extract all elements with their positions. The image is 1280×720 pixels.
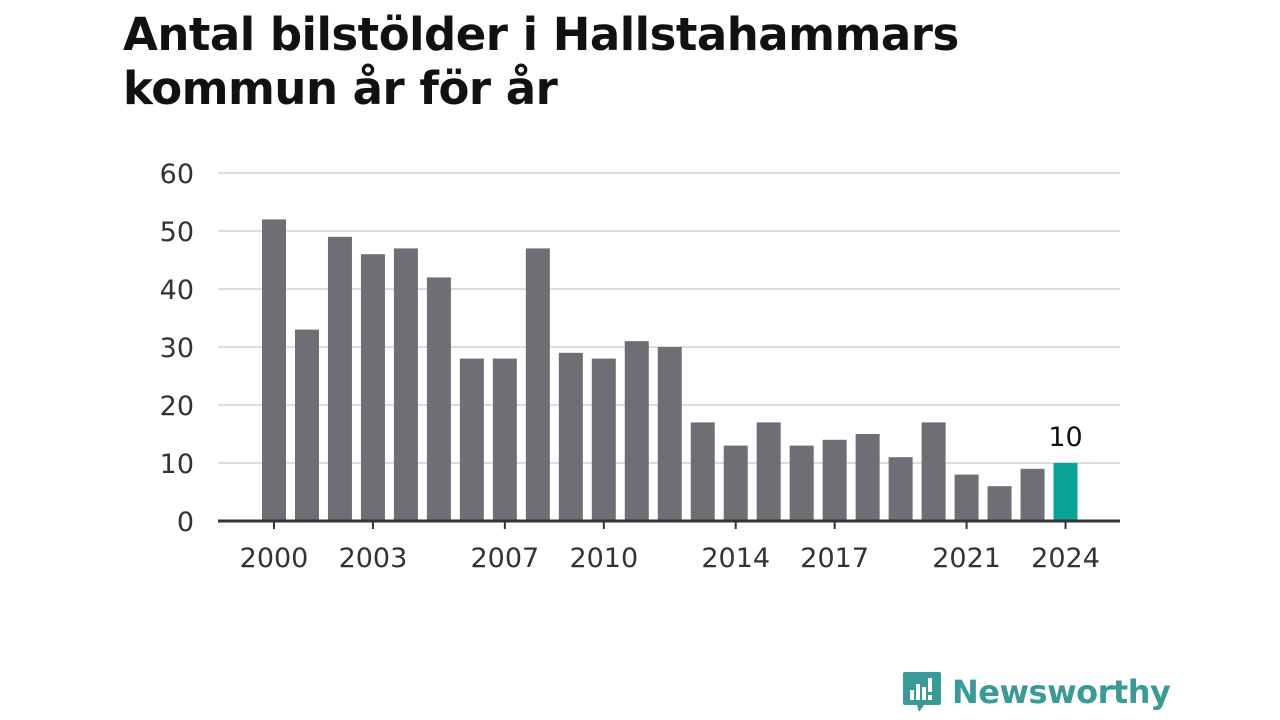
y-tick-label: 50 [160,217,194,248]
y-tick-label: 30 [160,333,194,364]
bar [525,248,550,521]
x-tick-label: 2021 [932,543,1001,574]
bar-highlight [1053,463,1078,521]
x-tick-label: 2000 [240,543,309,574]
bar [723,445,748,521]
bar [888,457,913,521]
x-tick-label: 2010 [569,543,638,574]
x-tick-label: 2007 [471,543,540,574]
newsworthy-logo-icon [903,672,941,712]
x-tick-label: 2014 [701,543,770,574]
data-label: 10 [1048,422,1082,453]
bar [657,347,682,521]
bar [756,422,781,521]
chart-title-line-1: Antal bilstölder i Hallstahammars [123,8,959,61]
bar [921,422,946,521]
y-tick-label: 40 [160,275,194,306]
bar [492,358,517,521]
bar [624,341,649,521]
y-tick-label: 60 [160,159,194,190]
x-tick-label: 2017 [800,543,869,574]
bar [954,474,979,521]
bar-chart: 0 10 20 30 40 50 60 10 2000 2003 2007 2010 2014 2017 2… [160,159,1120,574]
chart-title-line-2: kommun år för år [123,62,558,115]
y-tick-label: 0 [177,507,194,538]
bar [262,219,286,521]
bar [459,358,484,521]
newsworthy-logo-text: Newsworthy [952,673,1171,711]
bar [360,254,385,521]
bar [591,358,616,521]
newsworthy-logo: Newsworthy [902,670,1171,714]
bar [822,439,847,521]
bar [1020,468,1045,521]
bar [426,277,451,521]
x-tick-label: 2024 [1031,543,1100,574]
bar [558,352,583,521]
chart-title: Antal bilstölder i Hallstahammars kommun… [123,8,959,116]
bar [294,329,319,521]
y-tick-label: 10 [160,449,194,480]
bar [855,434,880,521]
y-tick-label: 20 [160,391,194,422]
bar [393,248,418,521]
bar [327,236,352,522]
bar [789,445,814,521]
x-tick-label: 2003 [339,543,408,574]
bar [987,486,1012,521]
bar [690,422,715,521]
